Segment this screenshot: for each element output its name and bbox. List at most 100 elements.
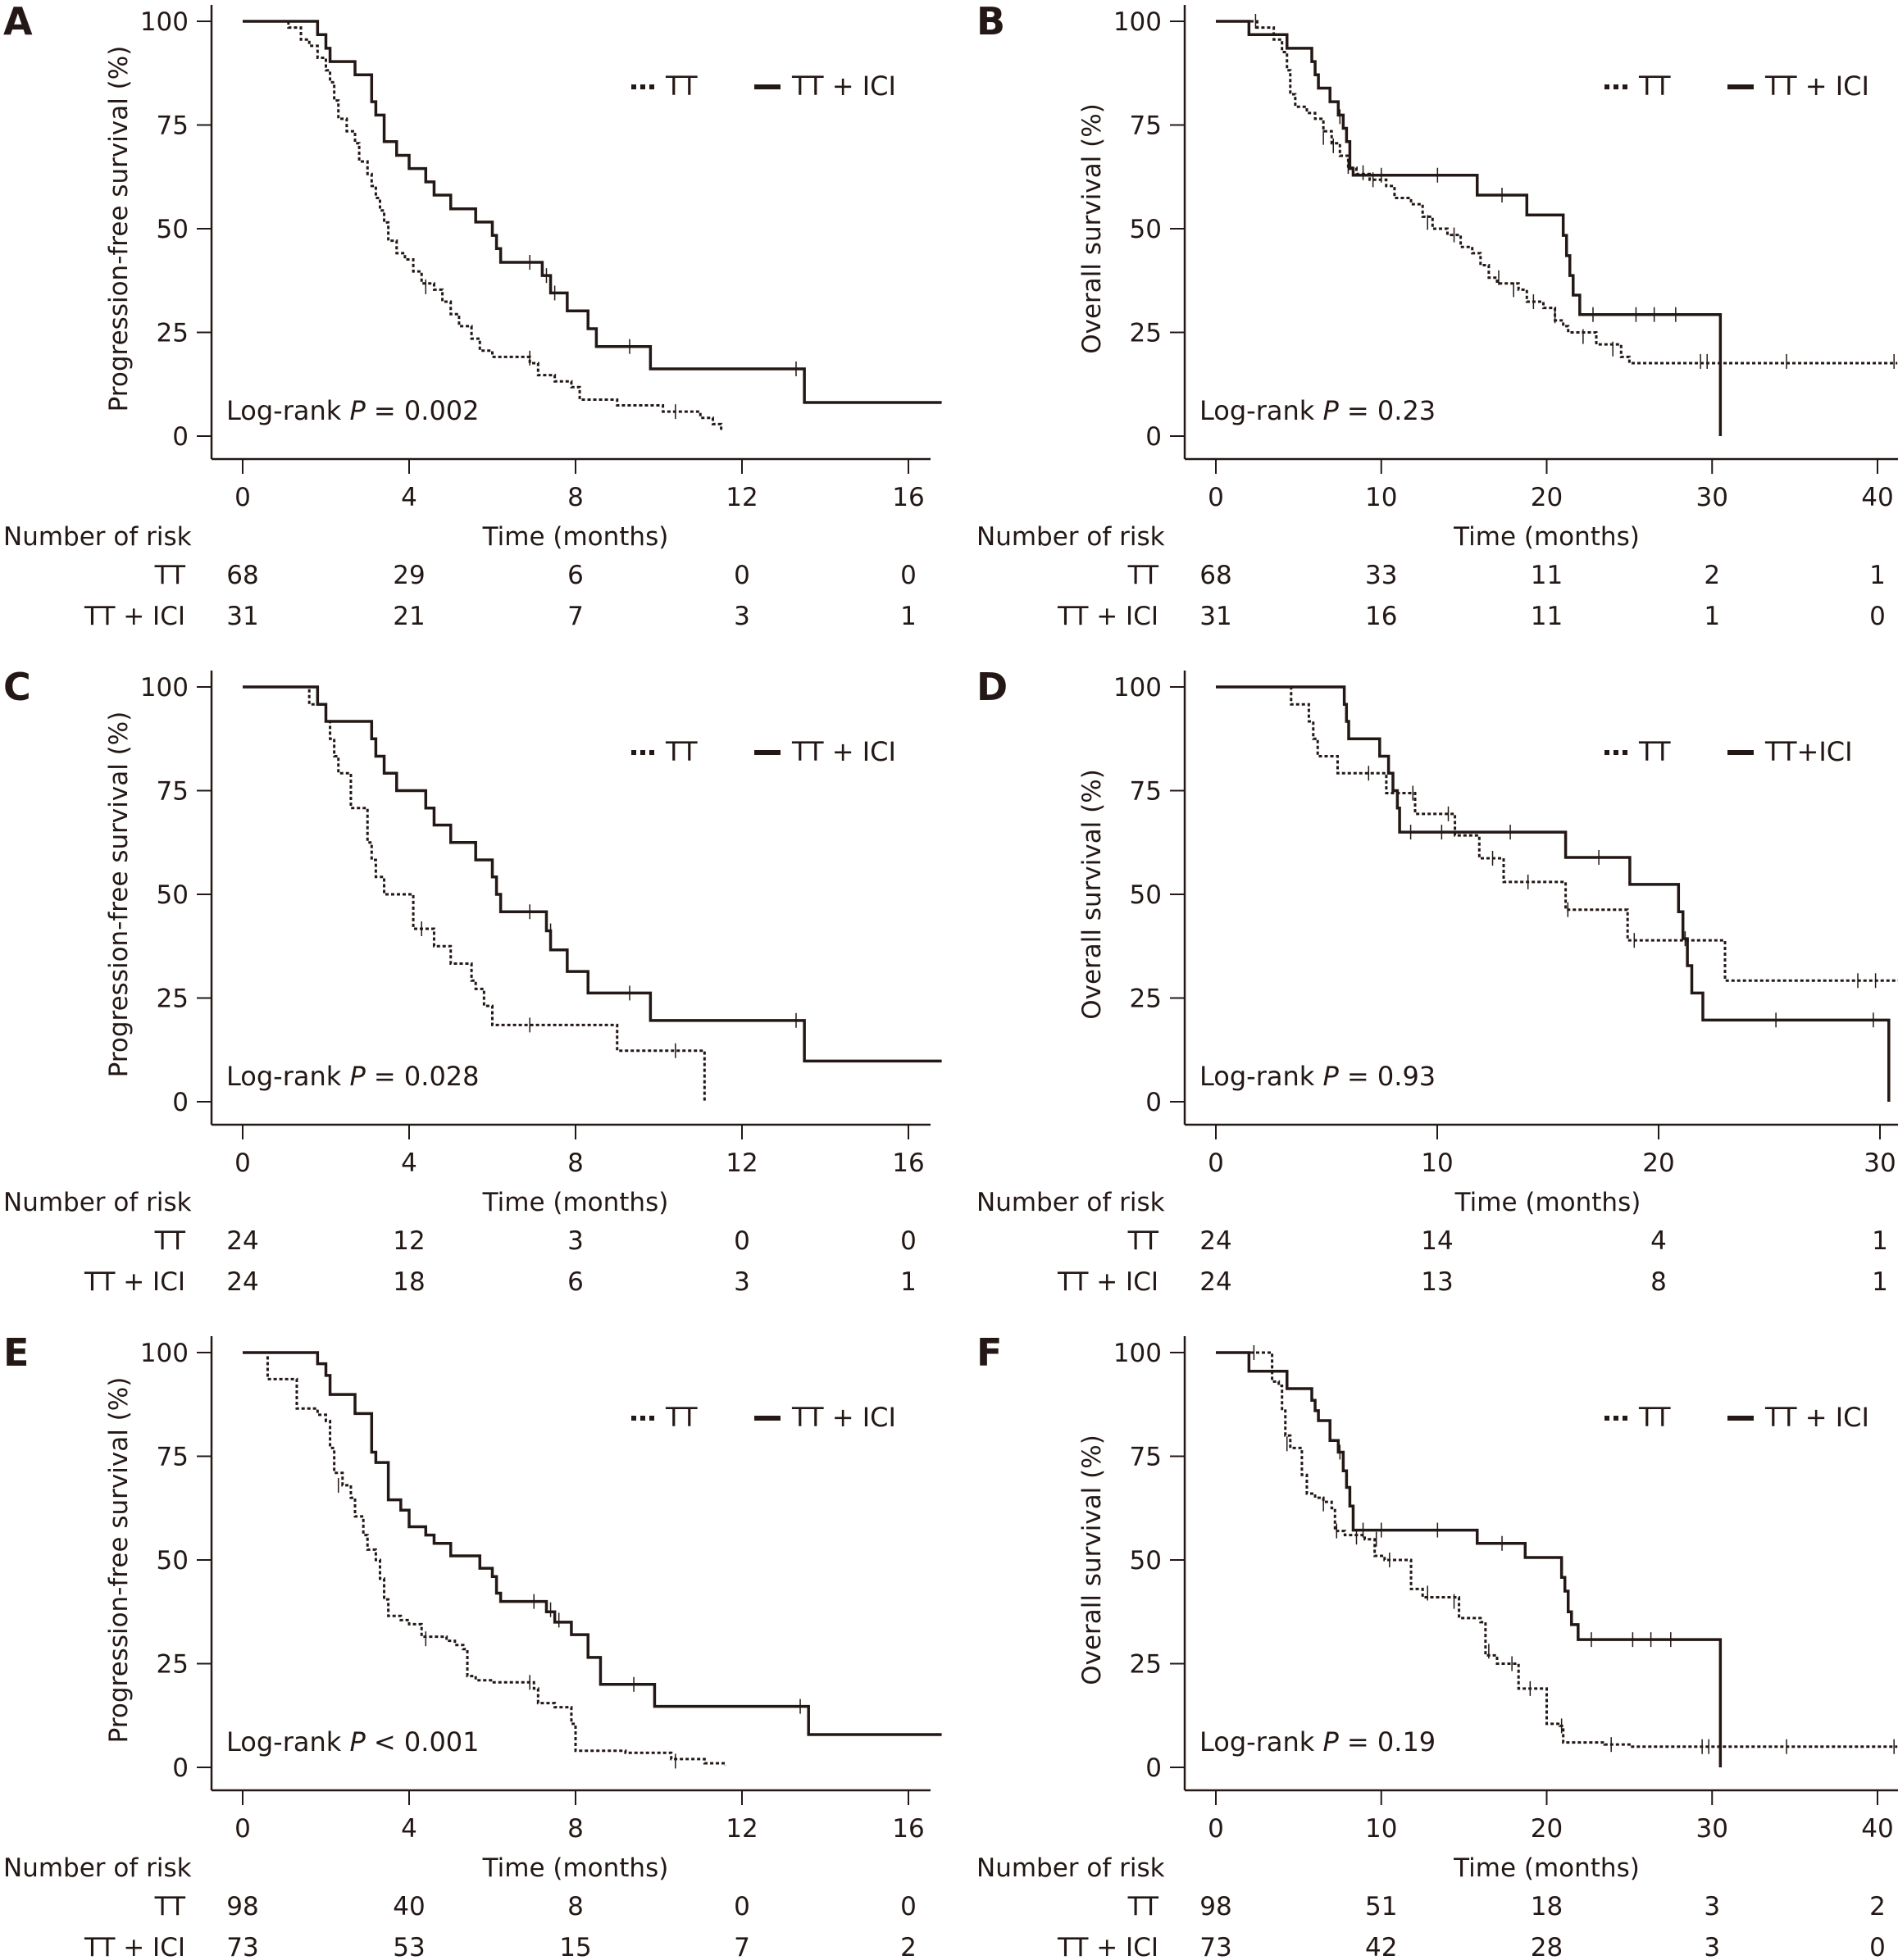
panel-letter: B (976, 0, 1005, 43)
risk-count-tt: 0 (900, 1892, 917, 1921)
panel-letter: D (976, 665, 1008, 709)
risk-row-label-tt: TT (1127, 1892, 1159, 1921)
km-curve-tt-ici (1216, 1351, 1723, 1767)
logrank-value: < 0.001 (366, 1726, 480, 1758)
x-tick-label: 8 (567, 1148, 584, 1178)
y-axis-title: Progression-free survival (%) (104, 46, 134, 412)
y-tick-label: 100 (1113, 7, 1162, 37)
x-axis-title: Time (months) (1453, 522, 1640, 552)
y-tick-label: 50 (1130, 215, 1162, 244)
x-axis-title: Time (months) (482, 522, 669, 552)
risk-count-ici: 3 (1704, 1933, 1720, 1960)
logrank-prefix: Log-rank (1199, 1726, 1322, 1758)
y-tick-label: 50 (1130, 880, 1162, 910)
x-tick-label: 12 (726, 483, 758, 512)
y-tick-label: 100 (140, 1339, 189, 1368)
risk-count-tt: 14 (1421, 1226, 1453, 1256)
panel-letter: F (976, 1330, 1002, 1375)
logrank-value: = 0.19 (1339, 1726, 1436, 1758)
risk-row-label-ici: TT + ICI (1057, 1267, 1158, 1297)
x-tick-label: 0 (234, 1148, 251, 1178)
logrank-p-symbol: P (1322, 1726, 1339, 1758)
y-tick-label: 0 (1145, 1753, 1162, 1783)
x-tick-label: 16 (892, 1814, 924, 1844)
risk-count-ici: 42 (1365, 1933, 1397, 1960)
y-tick-label: 75 (157, 777, 189, 807)
risk-count-ici: 8 (1650, 1267, 1667, 1297)
risk-count-tt: 2 (1704, 561, 1720, 590)
risk-table-header: Number of risk (976, 1853, 1165, 1883)
risk-table-header: Number of risk (3, 522, 192, 552)
risk-count-ici: 15 (559, 1933, 591, 1960)
risk-count-tt: 68 (226, 561, 258, 590)
x-axis-title: Time (months) (482, 1853, 669, 1883)
risk-count-tt: 4 (1650, 1226, 1667, 1256)
y-tick-label: 25 (157, 1650, 189, 1680)
risk-table-header: Number of risk (976, 522, 1165, 552)
km-curve-tt-ici (243, 685, 942, 1063)
risk-count-ici: 21 (393, 602, 425, 631)
legend-label-ici: TT + ICI (1764, 70, 1869, 102)
risk-count-ici: 6 (567, 1267, 584, 1297)
logrank-value: = 0.23 (1339, 395, 1436, 426)
x-tick-label: 40 (1861, 1814, 1893, 1844)
x-tick-label: 20 (1531, 483, 1563, 512)
risk-row-label-ici: TT + ICI (1057, 1933, 1158, 1960)
panel-d: D 0 25 50 75 100 Overall survival (%) 0 10 20 30 Ti… (976, 665, 1898, 1297)
x-tick-label: 8 (567, 483, 584, 512)
risk-count-tt: 24 (1199, 1226, 1231, 1256)
y-tick-label: 50 (157, 1546, 189, 1576)
x-tick-label: 0 (234, 483, 251, 512)
risk-count-ici: 31 (226, 602, 258, 631)
legend-label-tt: TT (1638, 70, 1671, 102)
x-tick-label: 4 (401, 1148, 417, 1178)
x-tick-label: 4 (401, 1814, 417, 1844)
risk-count-ici: 1 (1872, 1267, 1888, 1297)
km-curve-tt (243, 1351, 727, 1766)
risk-count-ici: 1 (900, 1267, 917, 1297)
risk-count-ici: 7 (567, 602, 584, 631)
logrank-p-symbol: P (349, 1061, 366, 1092)
logrank-p-symbol: P (1322, 395, 1339, 426)
logrank-annotation: Log-rank P < 0.001 (226, 1726, 480, 1758)
risk-row-label-tt: TT (154, 1226, 186, 1256)
risk-count-tt: 98 (226, 1892, 258, 1921)
risk-count-tt: 1 (1869, 561, 1886, 590)
risk-count-tt: 0 (900, 561, 917, 590)
x-tick-label: 0 (1208, 1814, 1224, 1844)
risk-count-tt: 11 (1531, 561, 1563, 590)
x-tick-label: 30 (1696, 1814, 1728, 1844)
y-tick-label: 75 (1130, 1443, 1162, 1472)
legend-label-tt: TT (1638, 736, 1671, 767)
risk-count-tt: 33 (1365, 561, 1397, 590)
risk-row-label-ici: TT + ICI (84, 1933, 185, 1960)
logrank-annotation: Log-rank P = 0.028 (226, 1061, 480, 1092)
risk-count-ici: 31 (1199, 602, 1231, 631)
km-curve-tt-ici (1216, 20, 1723, 436)
y-tick-label: 25 (1130, 319, 1162, 348)
risk-count-ici: 3 (734, 1267, 750, 1297)
risk-count-tt: 51 (1365, 1892, 1397, 1921)
logrank-p-symbol: P (349, 395, 366, 426)
y-tick-label: 25 (157, 985, 189, 1014)
risk-count-tt: 18 (1531, 1892, 1563, 1921)
x-tick-label: 0 (1208, 1148, 1224, 1178)
legend-label-tt: TT (665, 70, 698, 102)
x-tick-label: 10 (1365, 483, 1397, 512)
risk-count-ici: 24 (226, 1267, 258, 1297)
y-axis-title: Progression-free survival (%) (104, 1377, 134, 1744)
risk-count-ici: 28 (1531, 1933, 1563, 1960)
risk-count-tt: 1 (1872, 1226, 1888, 1256)
x-tick-label: 0 (1208, 483, 1224, 512)
risk-row-label-ici: TT + ICI (1057, 602, 1158, 631)
x-tick-label: 10 (1421, 1148, 1453, 1178)
risk-row-label-tt: TT (154, 1892, 186, 1921)
y-tick-label: 50 (157, 880, 189, 910)
km-curve-tt-ici (243, 20, 942, 404)
y-axis-title: Overall survival (%) (1077, 769, 1107, 1020)
risk-table-header: Number of risk (3, 1188, 192, 1217)
logrank-value: = 0.93 (1339, 1061, 1436, 1092)
risk-count-ici: 2 (900, 1933, 917, 1960)
km-curve-tt (243, 685, 706, 1102)
